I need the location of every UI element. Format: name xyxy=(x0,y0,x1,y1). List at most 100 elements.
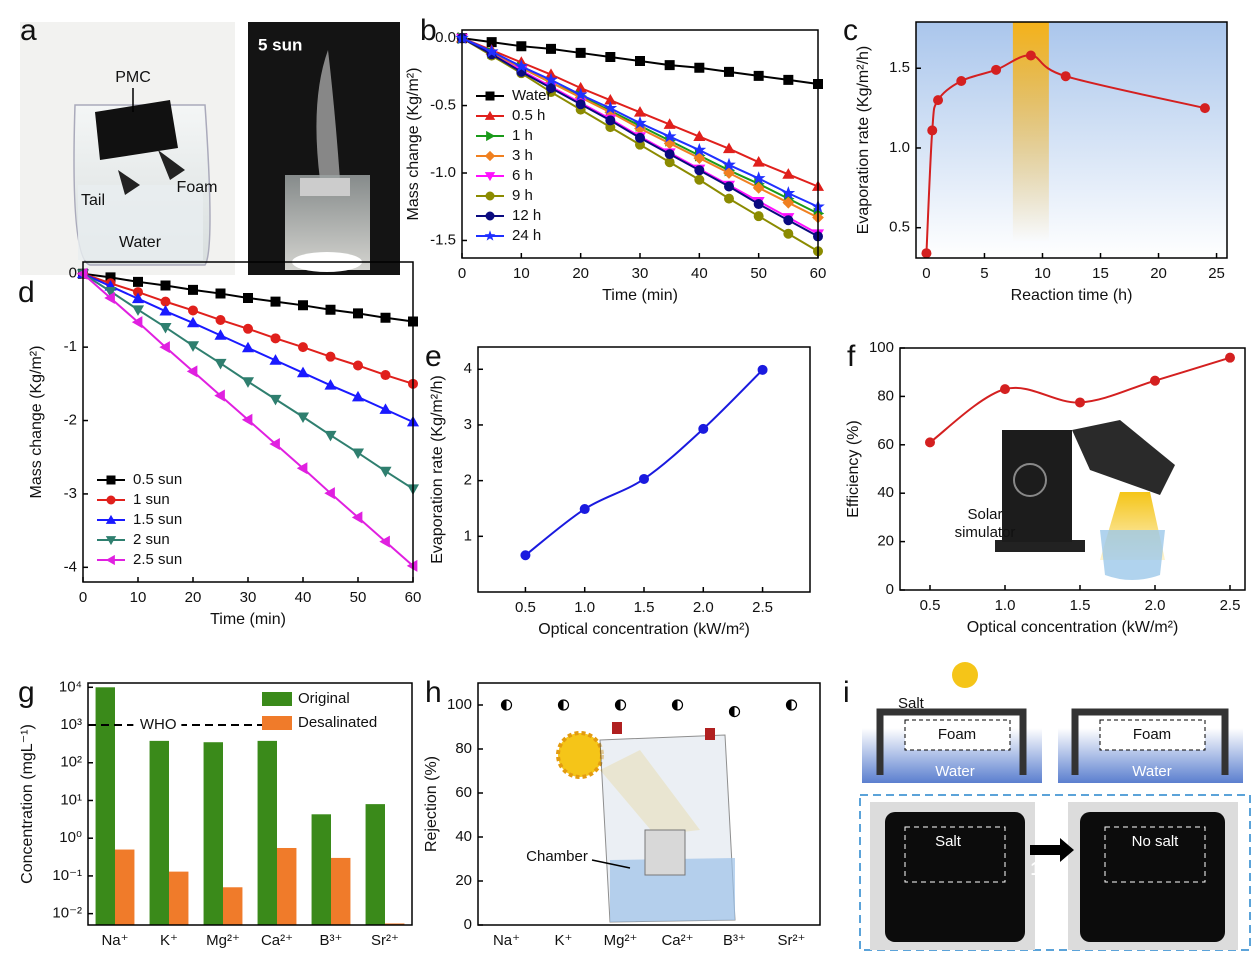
marker xyxy=(354,361,363,370)
y-tick-label: 10⁻¹ xyxy=(52,867,82,884)
x-tick-label: K⁺ xyxy=(160,932,178,949)
marker xyxy=(754,200,763,209)
legend-swatch xyxy=(262,716,292,730)
y-tick-label: -1 xyxy=(64,338,77,355)
bar xyxy=(150,741,169,925)
photo-label: 5 sun xyxy=(258,35,302,54)
bar xyxy=(96,687,115,925)
y-tick-label: 3 xyxy=(464,416,472,433)
x-tick-label: Mg²⁺ xyxy=(206,932,240,949)
legend-label: 1 h xyxy=(512,127,533,144)
marker xyxy=(636,133,645,142)
panel-label: i xyxy=(843,676,850,709)
marker xyxy=(134,277,143,286)
marker xyxy=(754,212,763,221)
x-axis-label: Optical concentration (kW/m²) xyxy=(967,619,1179,636)
marker xyxy=(381,371,390,380)
line xyxy=(525,370,762,555)
marker xyxy=(922,249,931,258)
marker xyxy=(271,334,280,343)
marker xyxy=(354,309,363,318)
marker xyxy=(926,438,935,447)
photo-label: Foam xyxy=(177,179,218,196)
marker xyxy=(576,48,585,57)
panel-label: f xyxy=(847,340,856,373)
y-axis-label: Concentration (mgL⁻¹) xyxy=(19,724,36,884)
y-tick-label: 1.5 xyxy=(889,59,910,76)
marker xyxy=(1151,376,1160,385)
marker xyxy=(133,306,143,315)
legend-label: 24 h xyxy=(512,227,541,244)
y-tick-label: 10⁻² xyxy=(52,905,82,922)
marker xyxy=(161,297,170,306)
y-tick-label: -1.5 xyxy=(430,231,456,248)
bar xyxy=(115,850,134,925)
x-tick-label: 50 xyxy=(350,589,367,606)
marker xyxy=(640,474,649,483)
marker xyxy=(502,700,512,710)
x-tick-label: 5 xyxy=(980,265,988,282)
marker xyxy=(380,467,390,476)
y-tick-label: 80 xyxy=(877,387,894,404)
panel-label: d xyxy=(18,276,35,309)
legend-label: 0.5 h xyxy=(512,107,545,124)
marker xyxy=(271,297,280,306)
legend-label: 9 h xyxy=(512,187,533,204)
x-tick-label: 30 xyxy=(632,265,649,282)
bar xyxy=(277,848,296,925)
y-tick-label: 10² xyxy=(60,754,82,771)
marker xyxy=(787,700,797,710)
x-tick-label: 50 xyxy=(750,265,767,282)
x-tick-label: 20 xyxy=(185,589,202,606)
marker xyxy=(243,378,253,387)
x-tick-label: 40 xyxy=(691,265,708,282)
y-tick-label: -0.5 xyxy=(430,97,456,114)
legend-label: 1.5 sun xyxy=(133,511,182,528)
marker xyxy=(784,75,793,84)
marker xyxy=(576,100,585,109)
x-tick-label: 60 xyxy=(810,265,827,282)
marker xyxy=(189,285,198,294)
bar xyxy=(312,814,331,925)
marker xyxy=(1200,104,1209,113)
x-tick-label: 10 xyxy=(1034,265,1051,282)
y-tick-label: 1 xyxy=(464,527,472,544)
x-tick-label: Sr²⁺ xyxy=(778,932,806,949)
marker xyxy=(216,315,225,324)
legend-swatch xyxy=(262,692,292,706)
panel-label: e xyxy=(425,340,442,373)
marker xyxy=(784,229,793,238)
x-tick-label: Ca²⁺ xyxy=(661,932,693,949)
y-tick-label: 4 xyxy=(464,360,472,377)
legend-label: 12 h xyxy=(512,207,541,224)
annotation: Chamber xyxy=(526,848,588,865)
legend-marker xyxy=(107,476,116,485)
y-tick-label: 0 xyxy=(464,916,472,933)
y-tick-label: 0.5 xyxy=(889,219,910,236)
x-tick-label: 10 xyxy=(513,265,530,282)
legend-label: 0.5 sun xyxy=(133,471,182,488)
y-tick-label: 40 xyxy=(877,484,894,501)
y-tick-label: 0 xyxy=(69,265,77,282)
photo-label: Water xyxy=(119,234,162,251)
marker xyxy=(695,175,704,184)
chamber-illustration xyxy=(558,722,735,922)
x-axis-label: Optical concentration (kW/m²) xyxy=(538,621,750,638)
photo-label: No salt xyxy=(1132,833,1180,850)
y-axis-label: Evaporation rate (Kg/m²/h) xyxy=(855,46,872,235)
x-tick-label: 0.5 xyxy=(515,599,536,616)
panel-label: a xyxy=(20,14,37,47)
legend-marker xyxy=(485,151,495,161)
y-tick-label: 10¹ xyxy=(60,791,82,808)
panel-label: g xyxy=(18,676,35,709)
marker xyxy=(299,343,308,352)
x-tick-label: 30 xyxy=(240,589,257,606)
schematic-label: Foam xyxy=(938,726,976,743)
y-tick-label: 2 xyxy=(464,472,472,489)
y-tick-label: 1.0 xyxy=(889,139,910,156)
marker xyxy=(160,323,170,332)
panel-label: h xyxy=(425,676,442,709)
photo-label: Tail xyxy=(81,192,105,209)
plot-background xyxy=(916,22,1227,258)
marker xyxy=(673,700,683,710)
